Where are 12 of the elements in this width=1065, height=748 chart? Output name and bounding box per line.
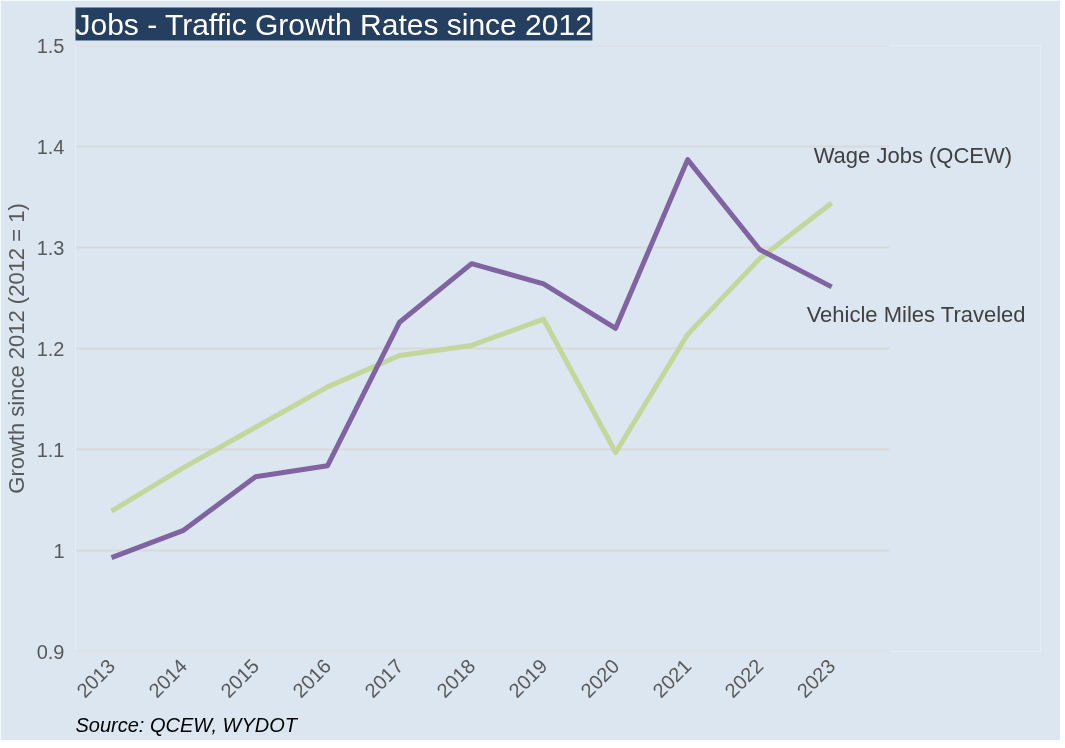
series-label: Wage Jobs (QCEW) (813, 143, 1013, 169)
y-axis-title: Growth since 2012 (2012 = 1) (3, 203, 29, 494)
chart-title: Jobs - Traffic Growth Rates since 2012 (75, 7, 592, 41)
y-tick-label: 1.4 (36, 135, 65, 158)
y-tick-label: 1 (53, 539, 65, 562)
y-tick-label: 0.9 (36, 640, 65, 663)
y-tick-label: 1.2 (36, 337, 65, 360)
y-tick-label: 1.1 (36, 438, 65, 461)
source-note: Source: QCEW, WYDOT (75, 713, 299, 736)
series-label: Vehicle Miles Traveled (806, 301, 1026, 327)
y-tick-label: 1.3 (36, 236, 65, 259)
y-tick-label: 1.5 (36, 34, 65, 57)
